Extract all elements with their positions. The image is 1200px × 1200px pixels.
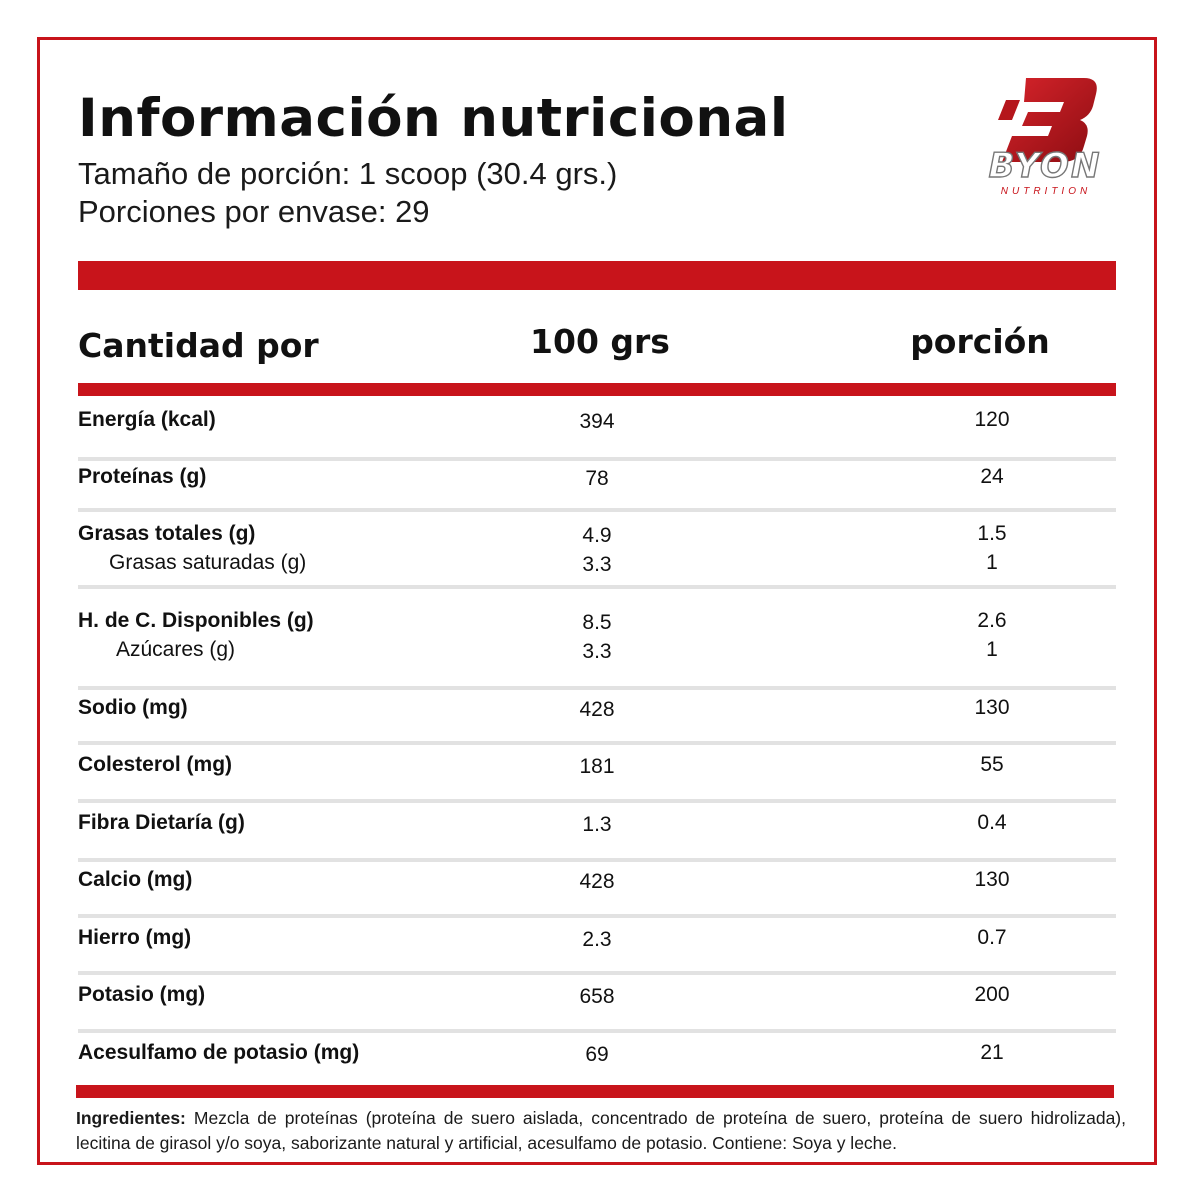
table-row: Energía (kcal) 394 120	[78, 408, 1116, 461]
nutrient-label: H. de C. Disponibles (g)	[78, 609, 314, 632]
servings-per-container: Porciones por envase: 29	[78, 194, 430, 229]
nutrient-line: Potasio (mg) 658 200	[78, 983, 1116, 1012]
nutrient-label: Acesulfamo de potasio (mg)	[78, 1041, 360, 1064]
nutrient-line: Acesulfamo de potasio (mg) 69 21	[78, 1041, 1116, 1070]
value-per-100: 78	[585, 467, 609, 490]
nutrient-label: Proteínas (g)	[78, 465, 207, 488]
column-header-label: Cantidad por	[78, 326, 319, 365]
value-per-100: 658	[579, 985, 615, 1008]
value-per-serving: 130	[974, 696, 1010, 719]
table-row: Proteínas (g) 78 24	[78, 465, 1116, 512]
column-header-per-100: 100 grs	[530, 322, 670, 361]
ingredients-heading: Ingredientes:	[76, 1108, 186, 1128]
table-bottom-bar	[76, 1085, 1114, 1098]
nutrient-line: Sodio (mg) 428 130	[78, 696, 1116, 725]
nutrient-label: Azúcares (g)	[116, 638, 236, 661]
value-per-serving: 120	[974, 408, 1010, 431]
brand-name: BYON	[988, 145, 1102, 186]
value-per-serving: 21	[980, 1041, 1004, 1064]
sub-nutrient-line: Azúcares (g) 3.3 1	[78, 638, 1116, 667]
value-per-serving: 200	[974, 983, 1010, 1006]
nutrient-line: Energía (kcal) 394 120	[78, 408, 1116, 437]
nutrient-line: Calcio (mg) 428 130	[78, 868, 1116, 897]
table-row: Potasio (mg) 658 200	[78, 983, 1116, 1033]
value-per-100: 2.3	[582, 928, 612, 951]
value-per-serving: 24	[980, 465, 1004, 488]
column-header-per-serving: porción	[910, 322, 1050, 361]
value-per-serving: 0.7	[977, 926, 1007, 949]
nutrient-line: Fibra Dietaría (g) 1.3 0.4	[78, 811, 1116, 840]
value-per-100: 428	[579, 870, 615, 893]
brand-logo-icon	[998, 78, 1097, 162]
value-per-100: 4.9	[582, 524, 612, 547]
table-top-bar	[78, 383, 1116, 396]
serving-size: Tamaño de porción: 1 scoop (30.4 grs.)	[78, 156, 618, 191]
value-per-100: 3.3	[582, 553, 612, 576]
nutrient-label: Energía (kcal)	[78, 408, 216, 431]
value-per-100: 1.3	[582, 813, 612, 836]
value-per-serving: 55	[980, 753, 1004, 776]
nutrient-label: Grasas saturadas (g)	[109, 551, 307, 574]
nutrient-line: Proteínas (g) 78 24	[78, 465, 1116, 494]
value-per-serving: 130	[974, 868, 1010, 891]
table-row: Acesulfamo de potasio (mg) 69 21	[78, 1041, 1116, 1085]
value-per-serving: 1	[986, 551, 998, 574]
page-title: Información nutricional	[78, 88, 789, 149]
nutrient-label: Potasio (mg)	[78, 983, 206, 1006]
nutrient-label: Colesterol (mg)	[78, 753, 233, 776]
ingredients-body: Mezcla de proteínas (proteína de suero a…	[76, 1108, 1126, 1153]
nutrient-line: Hierro (mg) 2.3 0.7	[78, 926, 1116, 955]
ingredients-text: Ingredientes: Mezcla de proteínas (prote…	[76, 1106, 1126, 1156]
value-per-serving: 1.5	[977, 522, 1007, 545]
table-row: Calcio (mg) 428 130	[78, 868, 1116, 918]
brand-tagline: NUTRITION	[1000, 186, 1092, 197]
value-per-100: 69	[585, 1043, 609, 1066]
table-row: Sodio (mg) 428 130	[78, 696, 1116, 745]
nutrient-label: Sodio (mg)	[78, 696, 188, 719]
nutrient-label: Fibra Dietaría (g)	[78, 811, 245, 834]
table-row: Grasas totales (g) 4.9 1.5 Grasas saturadas…	[78, 522, 1116, 589]
value-per-100: 428	[579, 698, 615, 721]
nutrient-label: Grasas totales (g)	[78, 522, 256, 545]
nutrient-line: H. de C. Disponibles (g) 8.5 2.6	[78, 609, 1116, 638]
nutrient-line: Colesterol (mg) 181 55	[78, 753, 1116, 782]
nutrient-line: Grasas totales (g) 4.9 1.5	[78, 522, 1116, 551]
table-row: H. de C. Disponibles (g) 8.5 2.6 Azúcares (…	[78, 609, 1116, 690]
nutrient-label: Hierro (mg)	[78, 926, 192, 949]
table-row: Fibra Dietaría (g) 1.3 0.4	[78, 811, 1116, 862]
table-row: Colesterol (mg) 181 55	[78, 753, 1116, 803]
sub-nutrient-line: Grasas saturadas (g) 3.3 1	[78, 551, 1116, 580]
value-per-100: 8.5	[582, 611, 612, 634]
nutrient-label: Calcio (mg)	[78, 868, 193, 891]
label-frame	[37, 37, 1157, 1165]
header-divider-bar	[78, 261, 1116, 290]
value-per-100: 3.3	[582, 640, 612, 663]
value-per-serving: 0.4	[977, 811, 1007, 834]
value-per-serving: 1	[986, 638, 998, 661]
value-per-100: 394	[579, 410, 615, 433]
value-per-serving: 2.6	[977, 609, 1007, 632]
table-row: Hierro (mg) 2.3 0.7	[78, 926, 1116, 975]
value-per-100: 181	[579, 755, 615, 778]
